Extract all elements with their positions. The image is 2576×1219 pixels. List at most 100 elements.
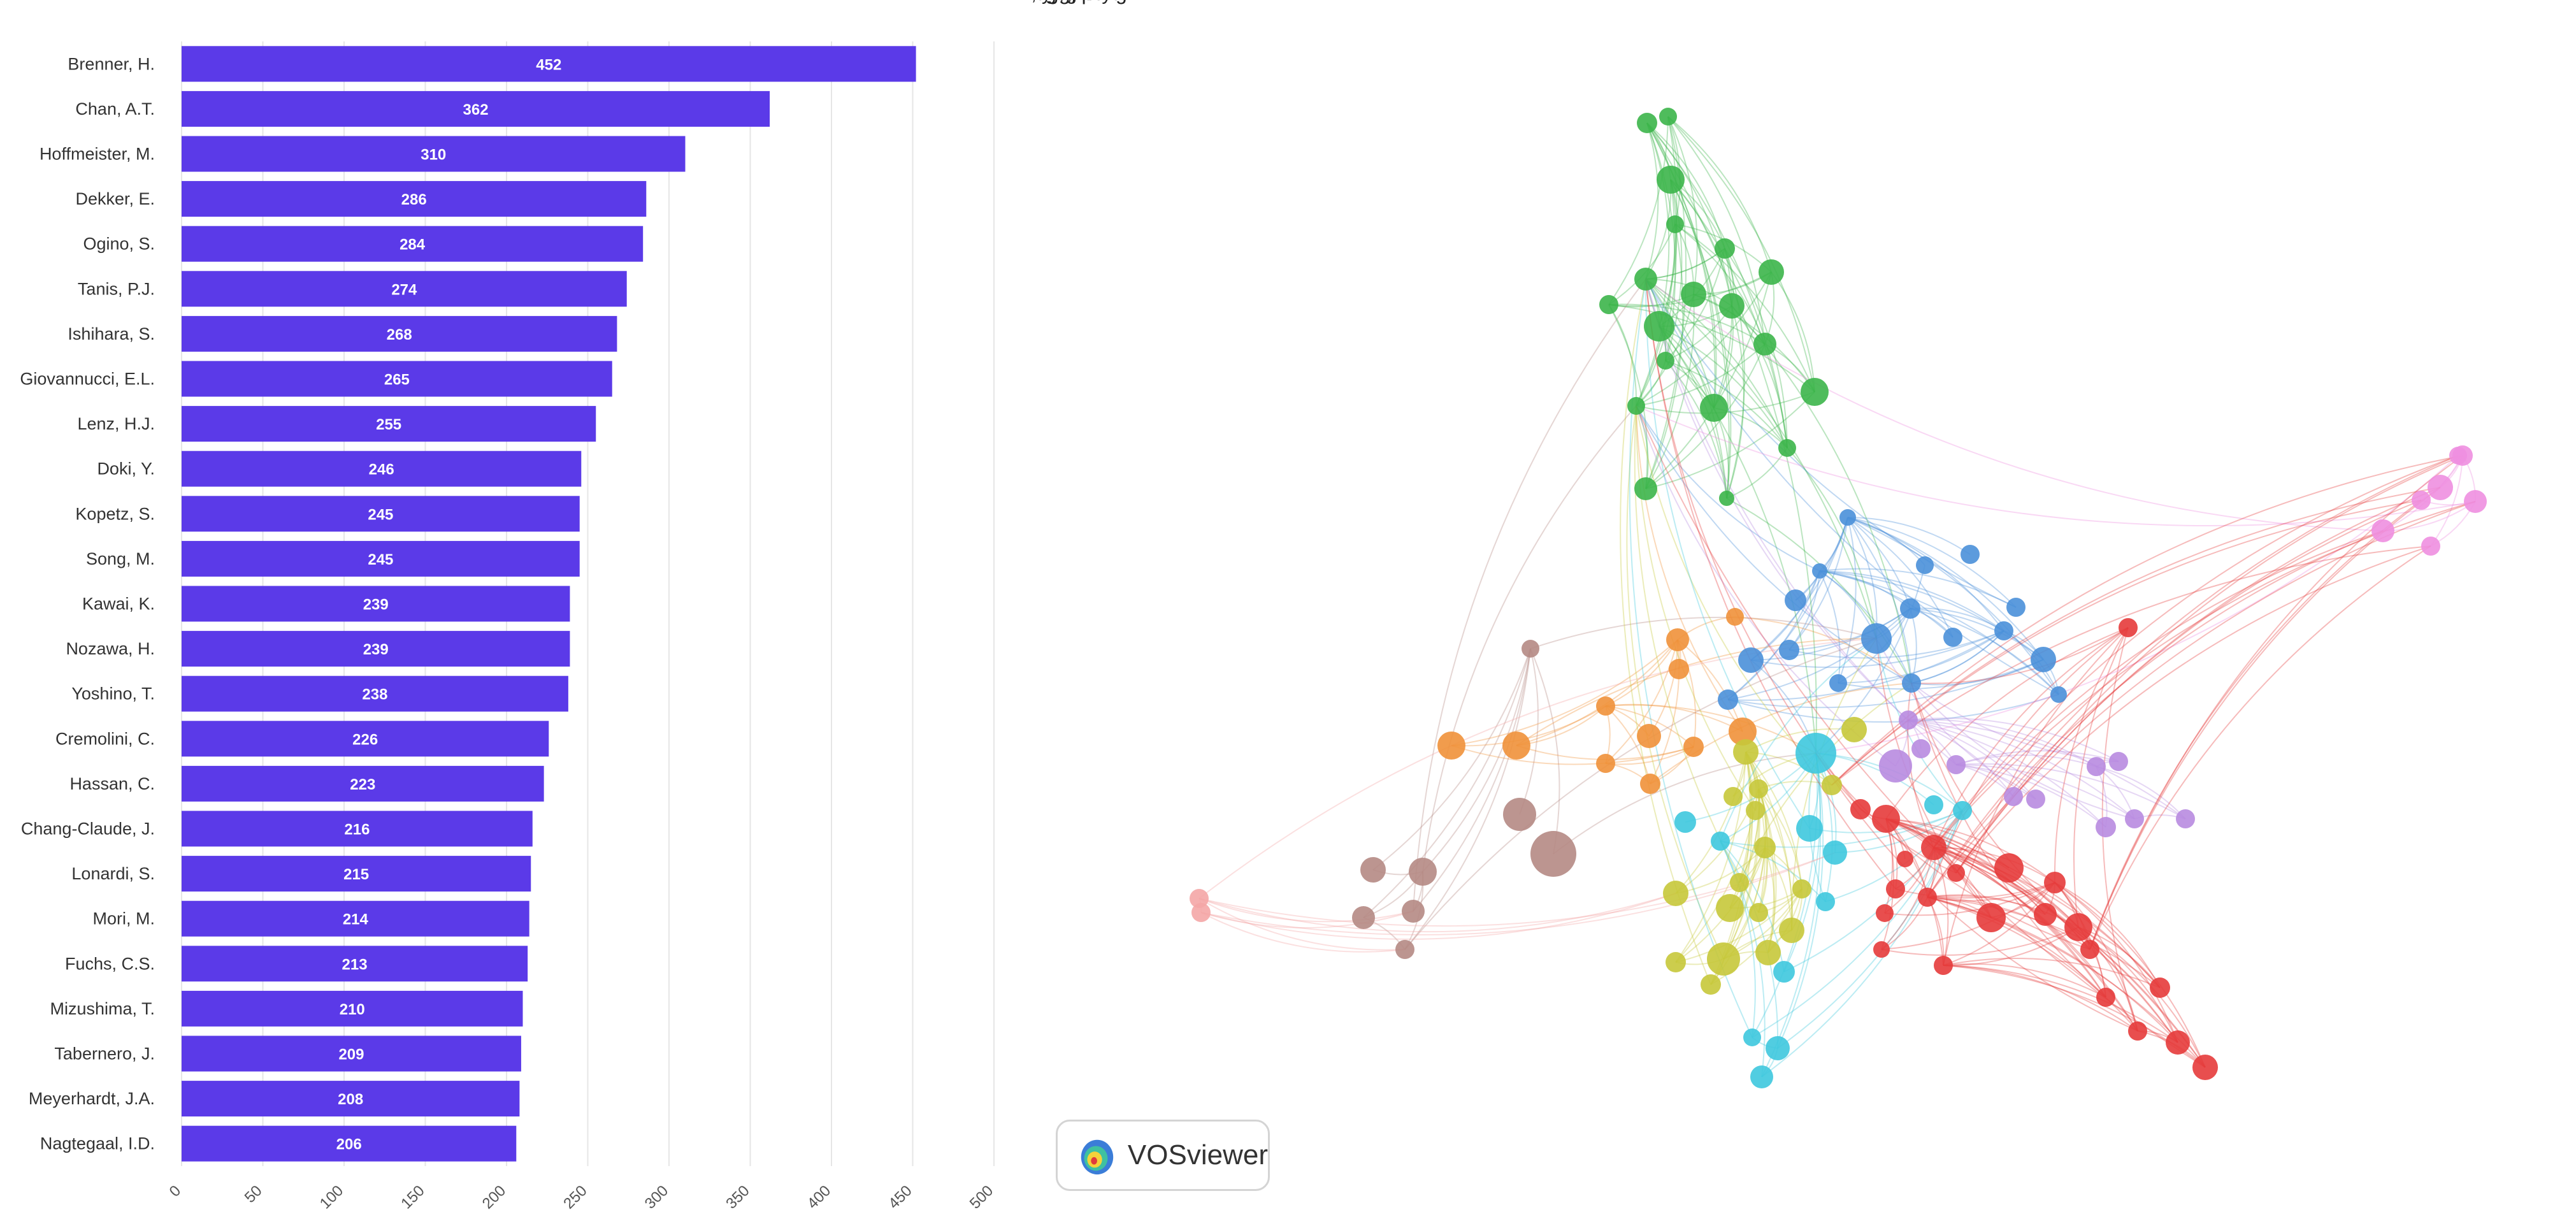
network-edge [1665, 360, 1788, 449]
author-node [1657, 352, 1674, 370]
network-edge [1650, 682, 1912, 784]
bar-value-label: 209 [338, 1046, 364, 1064]
author-node [2128, 1021, 2147, 1041]
author-node [1640, 774, 1660, 794]
network-edge [1727, 517, 1848, 700]
network-edge [1758, 788, 1777, 953]
author-node [2087, 757, 2106, 776]
bar [182, 856, 531, 892]
network-edge [1644, 278, 1810, 829]
author-node [2096, 817, 2116, 837]
category-label: Brenner, H. [68, 54, 155, 73]
network-edge [1200, 912, 1406, 953]
network-edge [1933, 847, 2046, 915]
author-node [1812, 563, 1827, 579]
network-edge [1908, 719, 2106, 828]
network-edge [2089, 487, 2441, 950]
author-node [1530, 831, 1576, 877]
author-node [1785, 589, 1806, 611]
bar [182, 1125, 517, 1162]
network-edge [1927, 897, 2178, 1043]
author-node [1666, 628, 1689, 651]
network-edge [1885, 818, 2010, 869]
network-edge [1908, 719, 2036, 800]
author-node [1683, 737, 1704, 757]
category-label: Dekker, E. [75, 189, 155, 208]
author-node [1754, 837, 1776, 858]
network-edge [1885, 818, 2055, 883]
category-label: Chang-Claude, J. [21, 819, 155, 839]
category-label: Giovannucci, E.L. [20, 370, 155, 389]
bar-value-label: 214 [343, 911, 369, 928]
author-node [1916, 556, 1934, 574]
network-edge [1674, 224, 1766, 345]
network-edge [1636, 405, 1832, 786]
author-node [2096, 988, 2115, 1007]
network-edge [1885, 818, 2161, 988]
network-edge [1200, 893, 1676, 940]
network-edge [1752, 753, 1818, 1038]
network-edge [1911, 630, 2004, 684]
network-edge [1645, 278, 2059, 695]
network-edge [1659, 326, 1817, 754]
network-edge [1636, 405, 1912, 684]
author-node [1976, 903, 2006, 932]
network-edge [1636, 405, 1743, 732]
network-edge [1750, 608, 1911, 661]
bar [182, 811, 533, 847]
author-node [2031, 647, 2056, 672]
author-node [1502, 732, 1530, 760]
network-edge [1739, 788, 1760, 883]
network-edge [1674, 224, 1815, 393]
bar [182, 946, 528, 982]
network-edge [1372, 648, 1531, 870]
author-node [1596, 696, 1615, 716]
network-edge [1927, 455, 2459, 898]
bar-value-label: 246 [369, 461, 394, 479]
author-node [1850, 799, 1871, 819]
network-edge [1720, 840, 1826, 902]
network-edge [1720, 810, 1963, 848]
network-edge [1198, 893, 1676, 933]
network-edge [1723, 751, 1753, 960]
network-edge [1629, 278, 1753, 1038]
nodes [1190, 108, 2487, 1088]
network-edge [1815, 753, 2090, 950]
bar-value-label: 226 [352, 731, 378, 748]
network-edge [1955, 764, 2135, 819]
category-label: Yoshino, T. [71, 684, 155, 703]
network-edge [1885, 818, 1992, 918]
author-node [1190, 889, 1209, 908]
author-node [1522, 640, 1539, 658]
category-label: Nozawa, H. [66, 639, 155, 658]
author-node [1701, 974, 1721, 995]
network-edge [1884, 882, 2055, 916]
network-edge [1413, 278, 1646, 912]
category-label: Tanis, P.J. [78, 279, 155, 298]
network-edge [1933, 846, 2055, 883]
network-edge [1847, 517, 1878, 639]
bar [182, 271, 627, 307]
vosviewer-badge: VOSviewer [1056, 1120, 1270, 1191]
network-edge [1451, 639, 1678, 746]
author-node [1899, 710, 1918, 730]
network-edge [1636, 405, 2206, 1068]
network-edge [2382, 501, 2476, 531]
network-edge [1667, 116, 1766, 345]
network-edge [1745, 751, 1793, 931]
author-node [1921, 835, 1946, 860]
network-edge [1608, 304, 1648, 489]
network-edge [1943, 958, 2161, 988]
network-edge [1847, 517, 1954, 638]
network-edge [1659, 179, 1678, 327]
x-tick-label: 350 [723, 1182, 752, 1212]
category-label: Hassan, C. [69, 774, 155, 793]
network-edge [1908, 719, 2014, 797]
bar-value-label: 362 [463, 101, 489, 119]
network-edge [1788, 517, 1848, 651]
network-edge [1876, 638, 1992, 918]
author-label: gu, xinyu [1046, 0, 1122, 4]
author-node [1947, 864, 1965, 882]
network-edge [1911, 682, 2106, 998]
network-edge [1910, 608, 2059, 695]
